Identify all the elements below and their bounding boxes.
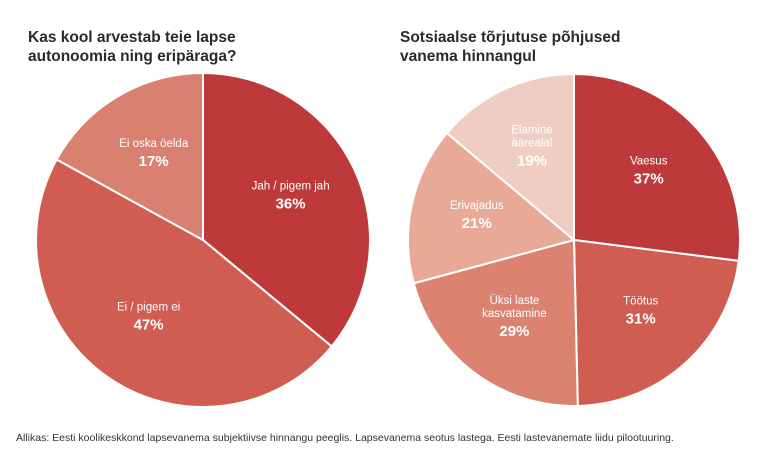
pie-slice-ei-oska-öelda [55,72,204,241]
chart-title-exclusion: Sotsiaalse tõrjutuse põhjused vanema hin… [400,29,621,65]
slice-label-elamine-äärealal-2: äärealal [512,138,553,150]
chart-title-autonomy: Kas kool arvestab teie lapse autonoomia … [28,29,237,65]
slice-label-vaesus: Vaesus [630,156,668,168]
slice-value-töötus: 31% [626,311,656,328]
slice-label-ei-pigem-ei: Ei / pigem ei [117,302,180,314]
slice-value-vaesus: 37% [634,171,664,188]
slice-value-ei-oska-öelda: 17% [139,153,169,170]
slice-label-üksi-laste-kasvatamine-2: kasvatamine [482,308,547,320]
slice-value-jah-pigem-jah: 36% [276,195,306,212]
slice-label-töötus: Töötus [623,296,658,308]
pie-chart-1: Jah / pigem jah 36% Ei / pigem ei 47% Ei osk… [35,72,372,408]
slice-label-ei-oska-öelda: Ei oska öelda [119,138,189,150]
pie-slice-jah-pigem-jah [202,72,372,348]
source-note: Allikas: Eesti koolikeskkond lapsevanema… [16,432,674,444]
pie-slice-ei-pigem-ei [35,158,333,408]
slice-label-üksi-laste-kasvatamine-1: Üksi laste [489,295,539,307]
pie-slice-erivajadus [407,132,575,285]
slice-value-erivajadus: 21% [462,215,492,232]
slice-value-ei-pigem-ei: 47% [134,317,164,334]
pie-slice-vaesus [573,73,741,262]
slice-value-üksi-laste-kasvatamine: 29% [499,323,529,340]
pie-slice-elamine-äärealal [445,73,575,241]
slice-value-elamine-äärealal: 19% [517,153,547,170]
slice-label-erivajadus: Erivajadus [450,200,504,212]
slice-label-elamine-äärealal-1: Elamine [511,125,553,137]
slice-label-jah-pigem-jah: Jah / pigem jah [252,180,330,192]
pie-slice-töötus [573,239,740,407]
pie-slice-üksi-laste-kasvatamine [412,239,579,407]
